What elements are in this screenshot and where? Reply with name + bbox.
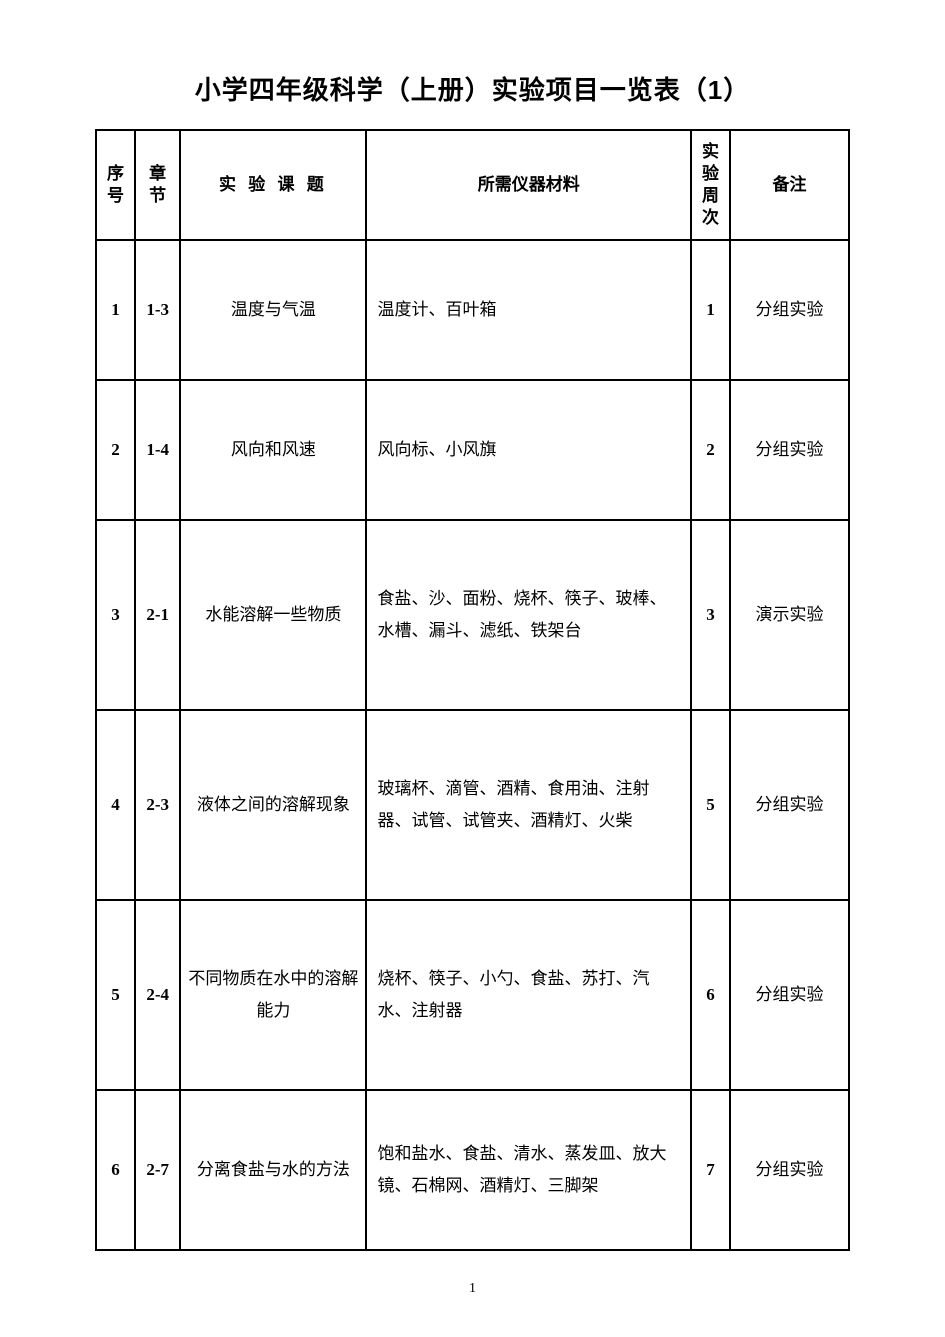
cell-note: 分组实验 (730, 710, 849, 900)
cell-chapter: 2-1 (135, 520, 180, 710)
table-row: 52-4不同物质在水中的溶解能力烧杯、筷子、小勺、食盐、苏打、汽水、注射器6分组… (96, 900, 849, 1090)
document-page: 小学四年级科学（上册）实验项目一览表（1） 序号 章节 实 验 课 题 所需仪器… (0, 0, 945, 1251)
table-row: 21-4风向和风速风向标、小风旗2分组实验 (96, 380, 849, 520)
cell-seq: 4 (96, 710, 135, 900)
cell-materials: 玻璃杯、滴管、酒精、食用油、注射器、试管、试管夹、酒精灯、火柴 (366, 710, 691, 900)
cell-week: 6 (691, 900, 730, 1090)
cell-note: 分组实验 (730, 1090, 849, 1250)
cell-seq: 6 (96, 1090, 135, 1250)
cell-seq: 3 (96, 520, 135, 710)
cell-week: 3 (691, 520, 730, 710)
cell-topic: 水能溶解一些物质 (180, 520, 366, 710)
cell-topic: 液体之间的溶解现象 (180, 710, 366, 900)
table-body: 11-3温度与气温温度计、百叶箱1分组实验21-4风向和风速风向标、小风旗2分组… (96, 240, 849, 1250)
cell-topic: 温度与气温 (180, 240, 366, 380)
cell-topic: 不同物质在水中的溶解能力 (180, 900, 366, 1090)
table-row: 32-1水能溶解一些物质食盐、沙、面粉、烧杯、筷子、玻棒、水槽、漏斗、滤纸、铁架… (96, 520, 849, 710)
cell-chapter: 2-7 (135, 1090, 180, 1250)
cell-seq: 1 (96, 240, 135, 380)
table-header-row: 序号 章节 实 验 课 题 所需仪器材料 实验周次 备注 (96, 130, 849, 240)
cell-materials: 食盐、沙、面粉、烧杯、筷子、玻棒、水槽、漏斗、滤纸、铁架台 (366, 520, 691, 710)
cell-materials: 风向标、小风旗 (366, 380, 691, 520)
cell-chapter: 2-3 (135, 710, 180, 900)
cell-materials: 温度计、百叶箱 (366, 240, 691, 380)
cell-note: 演示实验 (730, 520, 849, 710)
cell-note: 分组实验 (730, 900, 849, 1090)
cell-materials: 饱和盐水、食盐、清水、蒸发皿、放大镜、石棉网、酒精灯、三脚架 (366, 1090, 691, 1250)
table-row: 11-3温度与气温温度计、百叶箱1分组实验 (96, 240, 849, 380)
col-header-materials: 所需仪器材料 (366, 130, 691, 240)
page-title: 小学四年级科学（上册）实验项目一览表（1） (95, 70, 850, 107)
cell-week: 5 (691, 710, 730, 900)
cell-seq: 2 (96, 380, 135, 520)
cell-chapter: 2-4 (135, 900, 180, 1090)
cell-seq: 5 (96, 900, 135, 1090)
cell-note: 分组实验 (730, 240, 849, 380)
experiments-table: 序号 章节 实 验 课 题 所需仪器材料 实验周次 备注 11-3温度与气温温度… (95, 129, 850, 1251)
col-header-note: 备注 (730, 130, 849, 240)
page-number: 1 (0, 1281, 945, 1297)
col-header-topic: 实 验 课 题 (180, 130, 366, 240)
table-row: 42-3液体之间的溶解现象玻璃杯、滴管、酒精、食用油、注射器、试管、试管夹、酒精… (96, 710, 849, 900)
table-row: 62-7分离食盐与水的方法饱和盐水、食盐、清水、蒸发皿、放大镜、石棉网、酒精灯、… (96, 1090, 849, 1250)
cell-week: 2 (691, 380, 730, 520)
col-header-chapter: 章节 (135, 130, 180, 240)
cell-note: 分组实验 (730, 380, 849, 520)
col-header-seq: 序号 (96, 130, 135, 240)
cell-topic: 风向和风速 (180, 380, 366, 520)
col-header-week: 实验周次 (691, 130, 730, 240)
cell-topic: 分离食盐与水的方法 (180, 1090, 366, 1250)
cell-chapter: 1-4 (135, 380, 180, 520)
cell-week: 7 (691, 1090, 730, 1250)
cell-materials: 烧杯、筷子、小勺、食盐、苏打、汽水、注射器 (366, 900, 691, 1090)
cell-week: 1 (691, 240, 730, 380)
cell-chapter: 1-3 (135, 240, 180, 380)
